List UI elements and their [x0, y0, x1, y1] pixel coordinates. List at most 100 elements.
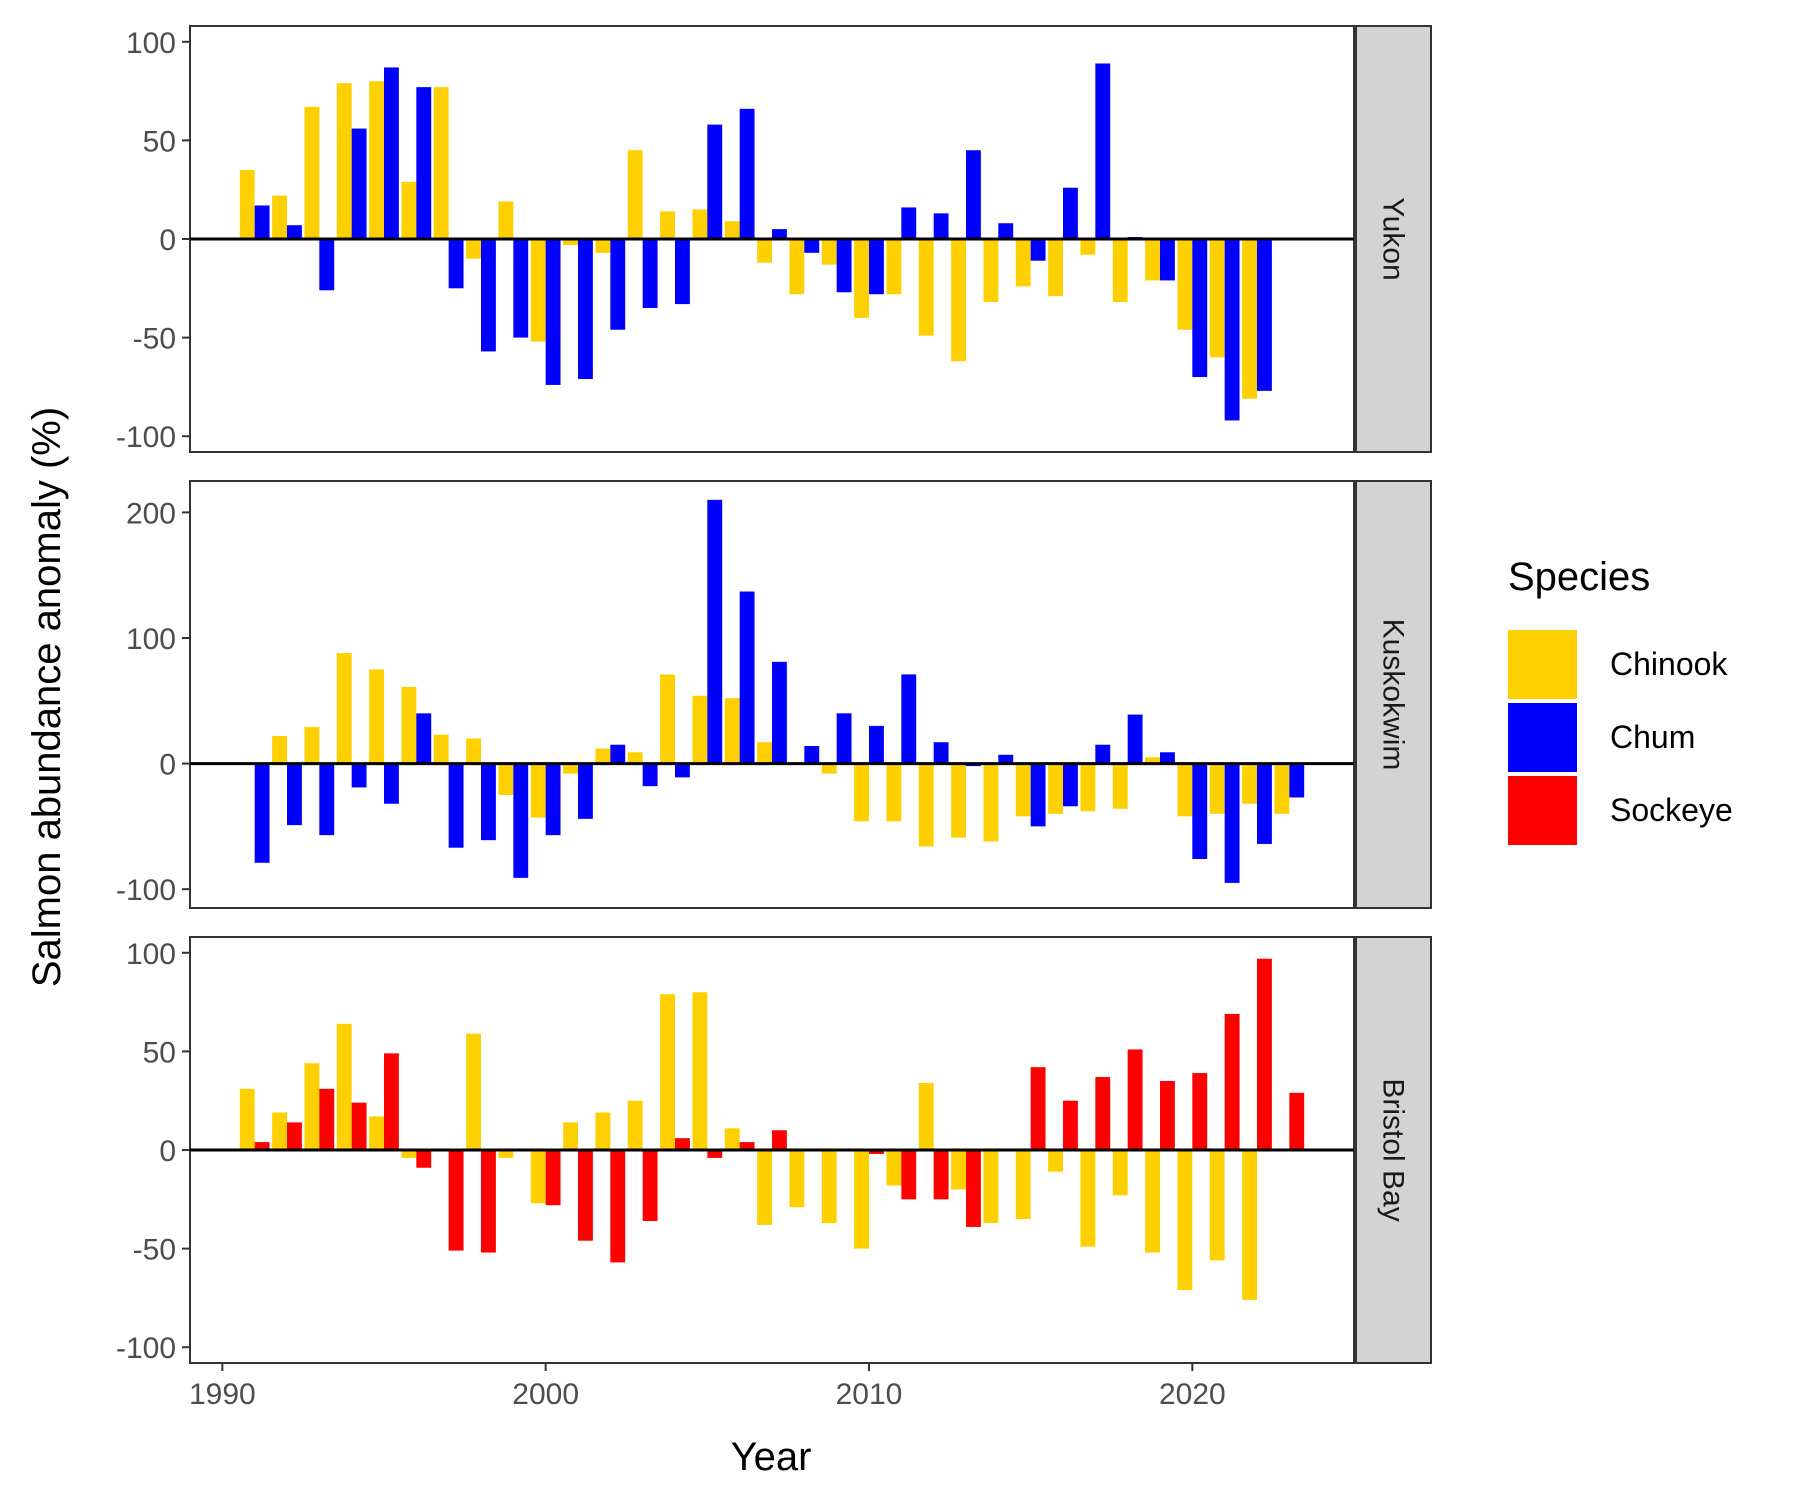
bar-chinook-kuskokwim-2001	[563, 763, 578, 774]
series-chinook-bristol-bay	[239, 992, 1257, 1300]
x-tick-label-2010: 2010	[836, 1378, 903, 1411]
bar-chum-yukon-2015	[1030, 239, 1046, 261]
bar-chinook-bristol-bay-2008	[789, 1150, 805, 1208]
bar-chum-yukon-2012	[933, 213, 949, 239]
bar-chum-yukon-2016	[1063, 187, 1078, 239]
bar-chum-yukon-1997	[448, 239, 464, 289]
bar-chinook-yukon-2005	[692, 209, 708, 239]
bar-sockeye-bristol-bay-2020	[1192, 1073, 1208, 1150]
bar-chinook-yukon-2009	[821, 239, 837, 265]
strip-yukon	[1355, 25, 1432, 453]
legend-title: Species	[1508, 555, 1650, 599]
bar-sockeye-bristol-bay-2013	[966, 1150, 981, 1227]
bar-chinook-bristol-bay-2012	[918, 1082, 934, 1150]
bar-sockeye-bristol-bay-1995	[384, 1053, 399, 1150]
bar-chinook-yukon-2014	[983, 239, 999, 303]
bar-chinook-kuskokwim-1999	[498, 763, 514, 795]
legend-key-chum	[1508, 703, 1577, 772]
bar-sockeye-bristol-bay-2006	[739, 1142, 755, 1150]
bar-chinook-kuskokwim-1992	[272, 735, 287, 764]
bar-chum-kuskokwim-2000	[545, 763, 561, 836]
bar-chinook-bristol-bay-2011	[886, 1150, 902, 1186]
bar-chum-kuskokwim-2003	[642, 763, 658, 787]
bar-chum-kuskokwim-2010	[869, 725, 884, 764]
y-tick-label-kuskokwim-0: 0	[159, 749, 176, 782]
bar-chinook-yukon-2001	[563, 239, 578, 245]
bar-chum-yukon-2005	[707, 124, 723, 239]
strip-label-yukon: Yukon	[1377, 197, 1410, 280]
bar-chinook-kuskokwim-2021	[1209, 763, 1225, 814]
bar-sockeye-bristol-bay-2005	[707, 1150, 723, 1158]
bar-chum-kuskokwim-2001	[578, 763, 593, 819]
bar-chum-yukon-1998	[481, 239, 496, 352]
bar-chinook-kuskokwim-2002	[595, 748, 611, 764]
bar-chum-yukon-2020	[1192, 239, 1208, 378]
bar-chum-yukon-2009	[836, 239, 852, 293]
bar-chinook-yukon-2010	[854, 239, 869, 318]
bar-chinook-yukon-2016	[1048, 239, 1063, 297]
bar-chinook-yukon-1994	[336, 83, 352, 239]
bar-sockeye-bristol-bay-2018	[1127, 1049, 1143, 1150]
bar-sockeye-bristol-bay-2011	[901, 1150, 917, 1200]
bar-sockeye-bristol-bay-2003	[642, 1150, 658, 1221]
bar-sockeye-bristol-bay-2017	[1095, 1077, 1111, 1150]
bar-chum-kuskokwim-2012	[933, 742, 949, 764]
series-chum-yukon	[254, 63, 1272, 421]
bar-chinook-kuskokwim-1994	[336, 653, 352, 764]
bar-chinook-yukon-1992	[272, 195, 287, 239]
bar-chinook-bristol-bay-2002	[595, 1112, 611, 1150]
legend-label-chum: Chum	[1610, 719, 1695, 755]
series-chinook-kuskokwim	[272, 653, 1290, 847]
bar-chum-yukon-2022	[1257, 239, 1272, 391]
bar-chinook-yukon-1999	[498, 201, 514, 239]
bar-chinook-yukon-2021	[1209, 239, 1225, 358]
bar-chinook-bristol-bay-1991	[239, 1088, 255, 1150]
bar-sockeye-bristol-bay-2015	[1030, 1067, 1046, 1150]
series-chum-kuskokwim	[254, 499, 1305, 883]
bar-chinook-kuskokwim-2020	[1177, 763, 1193, 817]
bar-chum-kuskokwim-2015	[1030, 763, 1046, 827]
y-tick-label-bristol-bay--50: -50	[133, 1234, 176, 1267]
bar-sockeye-bristol-bay-2002	[610, 1150, 626, 1263]
y-tick-label-bristol-bay-50: 50	[143, 1036, 176, 1069]
bar-chinook-bristol-bay-1996	[401, 1150, 417, 1158]
bar-chinook-yukon-2012	[918, 239, 934, 336]
bar-chum-yukon-2021	[1224, 239, 1240, 421]
bar-sockeye-bristol-bay-2019	[1160, 1080, 1175, 1150]
bar-chum-yukon-2019	[1160, 239, 1175, 281]
bar-sockeye-bristol-bay-1994	[351, 1102, 367, 1150]
bar-chum-kuskokwim-1994	[351, 763, 367, 788]
bar-chinook-yukon-2003	[627, 150, 643, 239]
bar-chinook-yukon-1995	[369, 81, 384, 239]
y-tick-label-kuskokwim-200: 200	[126, 497, 176, 530]
bar-chum-kuskokwim-2005	[707, 499, 723, 764]
y-tick-label-yukon-100: 100	[126, 27, 176, 60]
bar-sockeye-bristol-bay-2022	[1257, 958, 1272, 1150]
panel-yukon: 100 50 0 -50 -100 Yukon	[116, 25, 1432, 454]
bar-sockeye-bristol-bay-1991	[254, 1142, 270, 1150]
bar-chinook-yukon-2020	[1177, 239, 1193, 330]
bar-chinook-bristol-bay-1999	[498, 1150, 514, 1158]
bar-chinook-kuskokwim-2018	[1112, 763, 1128, 809]
bar-chinook-yukon-2015	[1015, 239, 1031, 287]
bar-chum-kuskokwim-2008	[804, 745, 820, 764]
bar-chinook-kuskokwim-2007	[757, 742, 772, 764]
bar-chinook-kuskokwim-2003	[627, 752, 643, 764]
bar-chinook-bristol-bay-2020	[1177, 1150, 1193, 1291]
bar-chinook-bristol-bay-1998	[466, 1033, 481, 1150]
bar-sockeye-bristol-bay-1996	[416, 1150, 432, 1168]
bar-chum-yukon-2011	[901, 207, 917, 239]
bar-chum-kuskokwim-1998	[481, 763, 496, 841]
bar-chum-kuskokwim-1996	[416, 713, 432, 764]
bar-chum-kuskokwim-2019	[1160, 752, 1175, 764]
bar-chinook-bristol-bay-2005	[692, 992, 708, 1150]
bar-sockeye-bristol-bay-2001	[578, 1150, 593, 1241]
bar-chinook-bristol-bay-2010	[854, 1150, 869, 1249]
bar-chum-kuskokwim-2016	[1063, 763, 1078, 807]
bar-chum-kuskokwim-2020	[1192, 763, 1208, 860]
series-chinook-yukon	[239, 81, 1257, 399]
bar-chinook-bristol-bay-2015	[1015, 1150, 1031, 1220]
bar-chum-yukon-1991	[254, 205, 270, 239]
